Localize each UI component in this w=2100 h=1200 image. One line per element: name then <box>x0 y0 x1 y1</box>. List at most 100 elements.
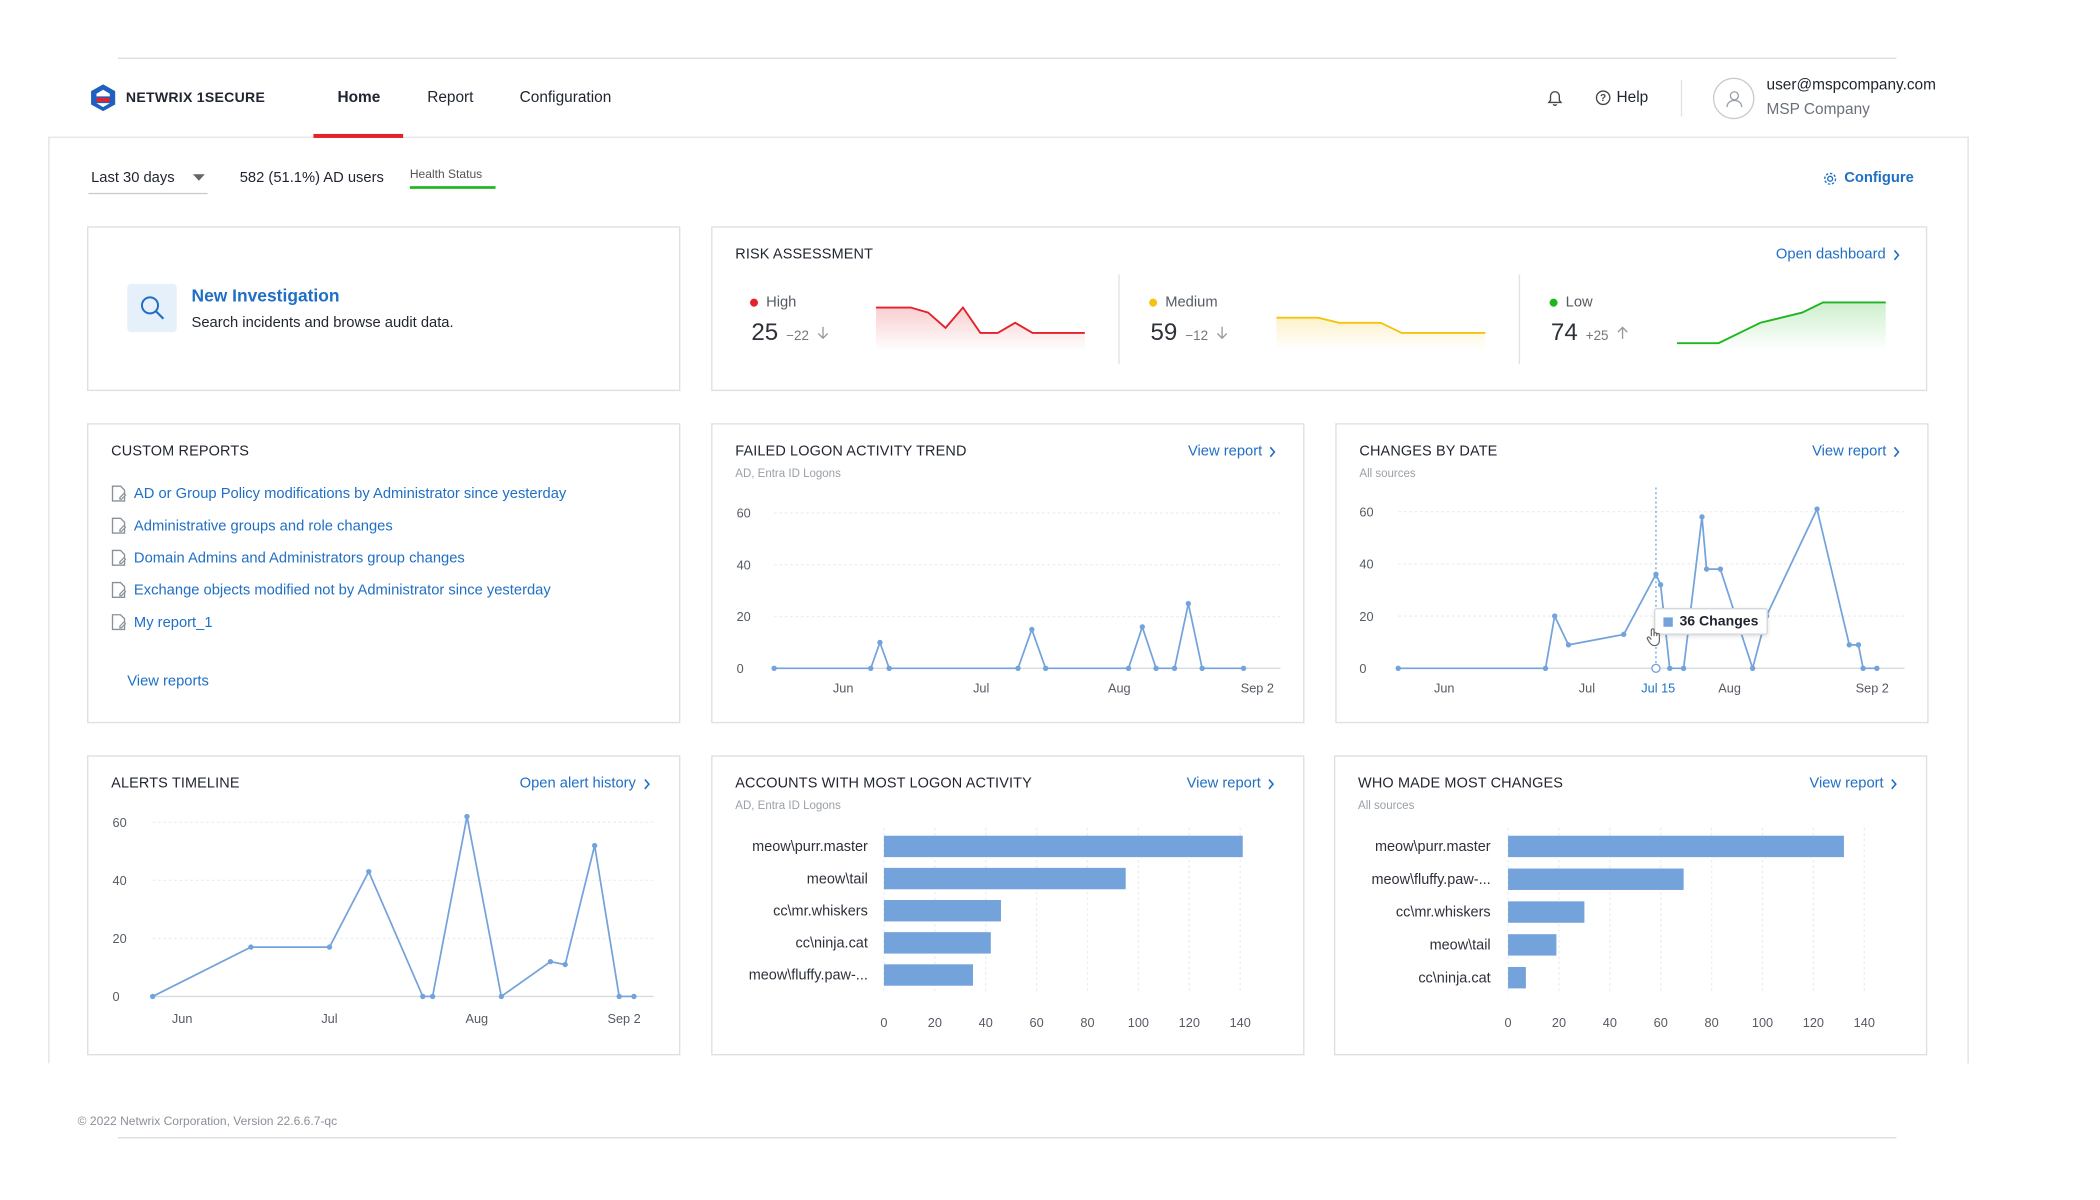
custom-reports-card <box>87 423 681 724</box>
svg-text:?: ? <box>1600 93 1606 104</box>
risk-value: 74 <box>1550 318 1578 346</box>
x-tick-label: 140 <box>1854 1015 1875 1030</box>
brand-logo[interactable]: NETWRIX 1SECURE <box>88 83 265 112</box>
configure-button[interactable]: Configure <box>1823 170 1914 186</box>
series-line <box>774 603 1244 670</box>
data-point <box>1171 665 1178 671</box>
footer-divider <box>117 1137 1897 1139</box>
changes-by-date-chart[interactable]: 0 20 40 60 Jun Jul Jul 15 Aug Sep 2 <box>1335 482 1928 723</box>
custom-report-item[interactable]: AD or Group Policy modifications by Admi… <box>110 485 566 502</box>
data-point <box>1653 571 1659 577</box>
risk-assessment-title: RISK ASSESSMENT <box>735 246 874 263</box>
nav-report[interactable]: Report <box>427 89 474 106</box>
who-changes-view-report-link[interactable]: View report <box>1809 775 1898 792</box>
risk-level-medium[interactable]: Medium 59 −12 <box>1149 295 1228 347</box>
chevron-right-icon <box>1268 778 1275 789</box>
nav-configuration[interactable]: Configuration <box>519 89 612 106</box>
help-button[interactable]: ? Help <box>1595 90 1648 106</box>
period-value: Last 30 days <box>91 170 175 187</box>
hand-cursor-icon <box>1646 628 1660 647</box>
custom-reports-title: CUSTOM REPORTS <box>111 443 250 460</box>
data-point <box>1621 631 1627 638</box>
who-changes-chart: 0 20 40 60 80 100 120 140 meow\purr.master meow\f… <box>1371 827 1875 1030</box>
risk-level-low[interactable]: Low 74 +25 <box>1549 295 1629 347</box>
risk-value: 59 <box>1150 318 1178 346</box>
data-point <box>1185 600 1192 607</box>
data-point <box>464 813 470 820</box>
risk-divider-2 <box>1518 274 1521 365</box>
y-tick-label: 0 <box>113 989 120 1004</box>
data-point <box>1846 642 1852 648</box>
custom-report-item[interactable]: Domain Admins and Administrators group c… <box>110 549 465 566</box>
bar-category-label: meow\purr.master <box>752 839 868 855</box>
data-point <box>1860 665 1866 671</box>
arrow-down-icon <box>817 326 829 340</box>
y-tick-label: 60 <box>1359 504 1373 519</box>
user-email[interactable]: user@mspcompany.com <box>1766 77 1936 94</box>
risk-delta: +25 <box>1585 329 1609 345</box>
health-status-indicator <box>409 186 496 189</box>
bar <box>883 932 991 954</box>
question-circle-icon: ? <box>1595 90 1611 106</box>
new-investigation-title[interactable]: New Investigation <box>191 285 340 306</box>
y-tick-label: 0 <box>737 661 744 676</box>
risk-dot <box>750 298 759 307</box>
custom-report-item[interactable]: Administrative groups and role changes <box>110 517 393 534</box>
arrow-up-icon <box>1617 326 1628 339</box>
report-file-icon <box>111 517 127 534</box>
x-tick-label: Jul <box>1579 680 1595 695</box>
risk-divider-1 <box>1118 274 1120 365</box>
y-tick-label: 40 <box>1359 557 1373 572</box>
bar-category-label: meow\tail <box>1430 938 1491 954</box>
risk-sparkline-medium <box>1276 316 1486 351</box>
who-changes-subtitle: All sources <box>1358 798 1415 812</box>
data-point <box>1699 514 1705 520</box>
health-status-tab[interactable]: Health Status <box>409 167 483 181</box>
data-point <box>366 868 372 875</box>
bar-category-label: cc\mr.whiskers <box>1396 905 1491 921</box>
open-alert-history-link[interactable]: Open alert history <box>520 775 651 792</box>
new-investigation-subtitle: Search incidents and browse audit data. <box>191 314 454 331</box>
x-tick-label: 60 <box>1654 1015 1668 1030</box>
failed-logon-subtitle: AD, Entra ID Logons <box>735 466 841 480</box>
open-dashboard-label: Open dashboard <box>1775 246 1886 263</box>
x-tick-label: 0 <box>1505 1015 1512 1030</box>
x-tick-label: Jun <box>833 680 854 695</box>
sparkline-line <box>875 305 1085 334</box>
x-tick-label: 120 <box>1803 1015 1824 1030</box>
x-tick-label: 0 <box>880 1015 887 1030</box>
period-select[interactable]: Last 30 days <box>91 170 206 187</box>
custom-report-label: AD or Group Policy modifications by Admi… <box>133 485 567 502</box>
changes-view-report-link[interactable]: View report <box>1812 443 1901 459</box>
content-frame <box>48 136 1969 1064</box>
custom-report-item[interactable]: My report_1 <box>110 613 213 630</box>
failed-logon-view-report-link[interactable]: View report <box>1188 443 1277 459</box>
view-report-label: View report <box>1186 775 1261 792</box>
data-point <box>1717 566 1724 572</box>
custom-report-label: Exchange objects modified not by Adminis… <box>133 581 551 598</box>
changes-by-date-title: CHANGES BY DATE <box>1359 443 1498 460</box>
x-tick-label: Sep 2 <box>607 1011 640 1026</box>
tooltip-text: 36 Changes <box>1679 613 1759 630</box>
user-avatar[interactable] <box>1712 77 1755 120</box>
y-tick-label: 20 <box>113 931 127 946</box>
open-dashboard-link[interactable]: Open dashboard <box>1775 246 1900 263</box>
x-tick-label: Jul <box>973 680 989 695</box>
sparkline-line <box>1676 301 1886 345</box>
data-point <box>1855 642 1862 648</box>
series-line <box>1398 506 1877 672</box>
view-reports-link[interactable]: View reports <box>127 673 209 690</box>
risk-level-high[interactable]: High 25 −22 <box>750 295 829 347</box>
data-point <box>1749 665 1756 671</box>
chevron-right-icon <box>644 778 650 789</box>
accounts-view-report-link[interactable]: View report <box>1186 775 1276 792</box>
investigation-icon-box <box>127 283 177 333</box>
custom-report-item[interactable]: Exchange objects modified not by Adminis… <box>110 581 551 598</box>
changes-by-date-card <box>1335 423 1929 724</box>
bell-icon[interactable] <box>1547 90 1563 107</box>
new-investigation-card[interactable] <box>87 226 681 392</box>
data-point <box>420 993 426 1000</box>
x-tick-label: Aug <box>1108 680 1131 695</box>
nav-home[interactable]: Home <box>337 89 381 106</box>
data-point <box>150 993 156 1000</box>
